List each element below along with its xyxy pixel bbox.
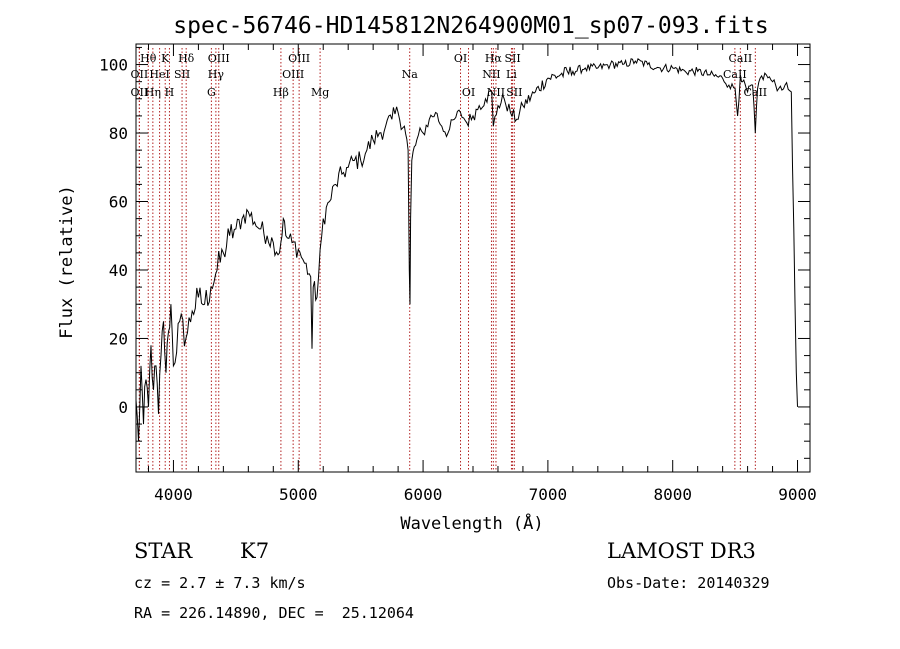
line-label: Hη [145, 86, 161, 99]
line-label: OIII [288, 52, 310, 65]
spectrum-line [135, 57, 798, 442]
line-label: H [165, 86, 175, 99]
line-label: Hθ [140, 52, 157, 65]
x-axis-label: Wavelength (Å) [400, 512, 543, 534]
chart-title: spec-56746-HD145812N264900M01_sp07-093.f… [173, 13, 768, 39]
line-label: OII [131, 68, 149, 81]
line-label: OIII [208, 52, 230, 65]
redshift-cz: cz = 2.7 ± 7.3 km/s [134, 574, 306, 592]
line-label: Hγ [208, 68, 225, 81]
y-tick-label: 80 [109, 124, 128, 143]
line-label: CaII [743, 86, 767, 99]
line-label: OIII [282, 68, 304, 81]
object-subclass: K7 [240, 539, 270, 563]
line-markers [138, 48, 756, 472]
y-tick-label: 40 [109, 261, 128, 280]
y-axis-ticks: 0 20 40 60 80 100 [99, 46, 810, 459]
line-label: Na [402, 68, 419, 81]
line-label: G [207, 86, 216, 99]
y-tick-label: 20 [109, 329, 128, 348]
x-tick-label: 9000 [778, 485, 817, 504]
survey-name: LAMOST DR3 [607, 539, 756, 563]
y-tick-label: 100 [99, 56, 128, 75]
line-label: OI [462, 86, 475, 99]
line-label: NII [482, 68, 500, 81]
line-label: Hα [485, 52, 503, 65]
line-label: SII [506, 86, 522, 99]
line-label: SII [174, 68, 190, 81]
line-label: K [161, 52, 170, 65]
x-tick-label: 4000 [154, 485, 193, 504]
ra-dec: RA = 226.14890, DEC = 25.12064 [134, 604, 414, 622]
x-tick-label: 6000 [404, 485, 443, 504]
line-label: CaII [723, 68, 747, 81]
line-label: SII [504, 52, 520, 65]
y-axis-label: Flux (relative) [57, 185, 77, 339]
line-label: CaII [729, 52, 753, 65]
line-label: Li [506, 68, 517, 81]
x-axis-ticks: 4000 5000 6000 7000 8000 9000 [147, 44, 817, 504]
line-label: Mg [311, 86, 329, 99]
x-tick-label: 7000 [529, 485, 568, 504]
line-label: HeI [149, 68, 169, 81]
x-tick-label: 5000 [279, 485, 318, 504]
line-label: OII [131, 86, 149, 99]
line-label: OI [454, 52, 467, 65]
y-tick-label: 60 [109, 193, 128, 212]
object-class: STAR [134, 539, 193, 563]
x-tick-label: 8000 [653, 485, 692, 504]
plot-frame [135, 43, 811, 473]
line-label: Hβ [273, 86, 289, 99]
y-tick-label: 0 [118, 398, 128, 417]
line-label: Hδ [178, 52, 195, 65]
obs-date: Obs-Date: 20140329 [607, 574, 770, 592]
